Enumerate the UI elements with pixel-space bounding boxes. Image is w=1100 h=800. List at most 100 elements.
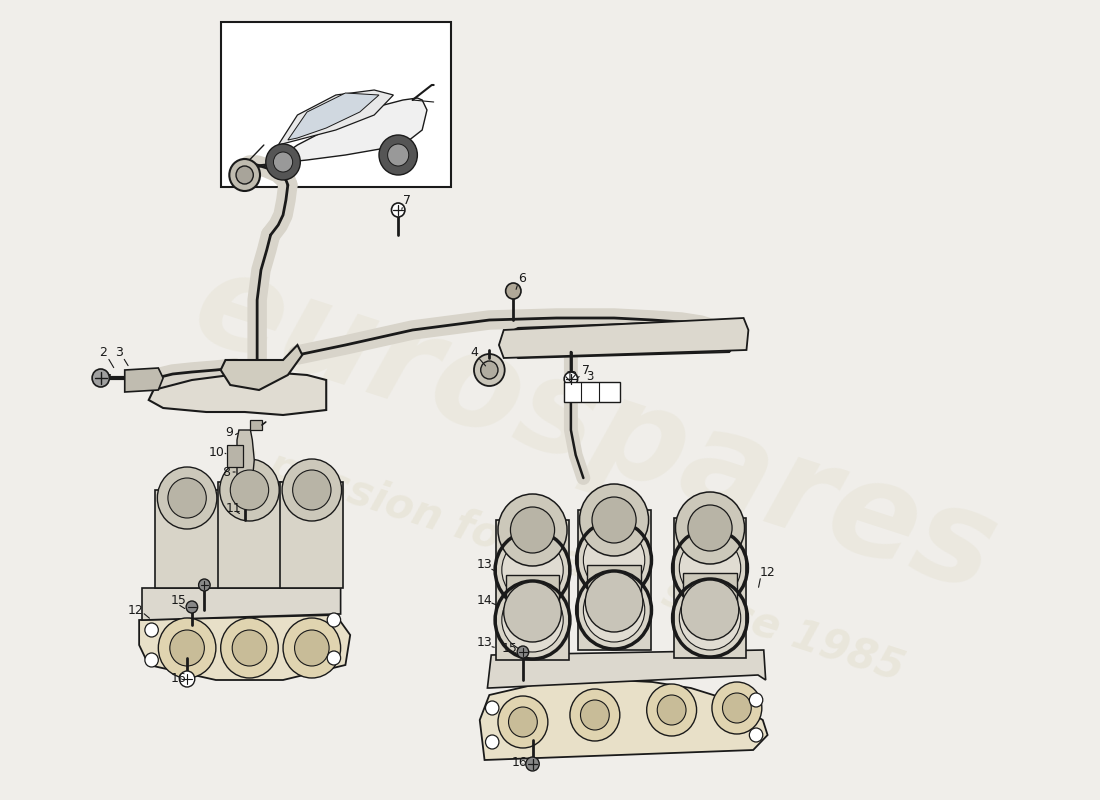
Text: 2: 2 [569,370,576,383]
Circle shape [502,588,563,652]
Polygon shape [124,368,163,392]
Circle shape [749,728,762,742]
Text: 7: 7 [403,194,411,206]
Circle shape [581,700,609,730]
Text: a passion for parts since 1985: a passion for parts since 1985 [223,430,910,690]
Circle shape [186,601,198,613]
Text: 16: 16 [512,755,527,769]
Polygon shape [155,490,219,588]
Circle shape [580,484,649,556]
Circle shape [230,470,268,510]
Polygon shape [487,650,766,688]
Circle shape [481,361,498,379]
Text: 12: 12 [128,603,143,617]
Circle shape [712,682,762,734]
Text: 10: 10 [209,446,226,458]
Text: 7: 7 [582,363,591,377]
Text: 14: 14 [477,594,493,606]
Text: 16: 16 [170,671,187,685]
Circle shape [681,580,739,640]
Circle shape [688,505,733,551]
Text: 11: 11 [226,502,241,514]
Circle shape [647,684,696,736]
Text: 15: 15 [502,642,518,654]
Circle shape [169,630,205,666]
Bar [228,445,243,467]
Circle shape [179,671,195,687]
Circle shape [379,135,417,175]
Polygon shape [288,93,379,140]
Circle shape [295,630,329,666]
Text: 6: 6 [518,271,526,285]
Bar [221,22,451,187]
Circle shape [474,354,505,386]
Text: eurospares: eurospares [178,241,1011,619]
Circle shape [327,613,341,627]
Circle shape [157,467,217,529]
Circle shape [564,372,578,386]
Polygon shape [496,520,569,660]
Polygon shape [244,98,427,170]
Text: 13: 13 [477,637,493,650]
Circle shape [506,283,521,299]
Circle shape [293,470,331,510]
Circle shape [585,572,642,632]
Text: 9: 9 [226,426,233,438]
Polygon shape [587,565,641,600]
Text: 15: 15 [170,594,187,606]
Circle shape [510,507,554,553]
Circle shape [517,646,529,658]
Polygon shape [683,573,737,608]
Circle shape [158,618,216,678]
Circle shape [145,623,158,637]
Circle shape [229,159,260,191]
Circle shape [675,492,745,564]
Polygon shape [480,680,768,760]
Text: 3: 3 [116,346,123,358]
Circle shape [392,203,405,217]
Circle shape [145,653,158,667]
Circle shape [502,538,563,602]
Circle shape [583,578,645,642]
Circle shape [498,494,568,566]
Circle shape [282,459,342,521]
Circle shape [723,693,751,723]
Polygon shape [236,430,254,500]
Circle shape [570,689,619,741]
Text: 1: 1 [566,370,573,383]
Text: 8: 8 [222,466,231,478]
Circle shape [680,586,740,650]
Circle shape [274,152,293,172]
Circle shape [592,497,636,543]
Circle shape [220,459,279,521]
Circle shape [266,144,300,180]
Text: 12: 12 [760,566,775,578]
Polygon shape [148,372,327,415]
Bar [564,382,619,402]
Circle shape [749,693,762,707]
Circle shape [485,701,499,715]
Circle shape [236,166,253,184]
Polygon shape [139,615,350,680]
Circle shape [526,757,539,771]
Polygon shape [221,345,302,390]
Polygon shape [142,588,341,620]
Circle shape [199,579,210,591]
Circle shape [327,651,341,665]
Polygon shape [578,510,650,650]
Circle shape [504,582,561,642]
Polygon shape [280,482,343,588]
Text: 3: 3 [586,370,594,383]
Circle shape [485,735,499,749]
Circle shape [221,618,278,678]
Polygon shape [506,575,560,610]
Circle shape [583,528,645,592]
Polygon shape [278,90,394,145]
Circle shape [168,478,207,518]
Circle shape [232,630,266,666]
Polygon shape [251,420,262,430]
Text: 2: 2 [99,346,107,358]
Circle shape [680,536,740,600]
Text: 13: 13 [477,558,493,571]
Polygon shape [673,518,747,658]
